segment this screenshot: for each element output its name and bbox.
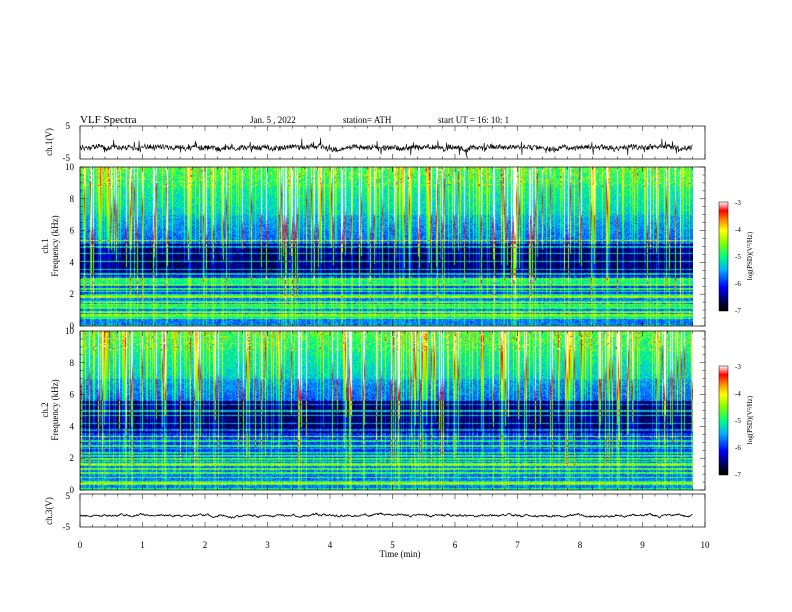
ch2-ftick-4: 4 bbox=[70, 421, 75, 431]
ch1-cbtick-m7: -7 bbox=[735, 307, 741, 315]
ch2-ftick-2: 2 bbox=[70, 453, 75, 463]
ch2-colorbar-ticks: -3 -4 -5 -6 -7 bbox=[735, 363, 741, 479]
ch1-waveform-line bbox=[80, 137, 693, 158]
xtick-8: 8 bbox=[578, 540, 583, 550]
ch1-spectrogram-ticks bbox=[79, 166, 706, 327]
ch1-waveform-ticks bbox=[79, 126, 706, 159]
ch1-waveform-ylabel: ch.1(V) bbox=[44, 128, 54, 156]
ch1-colorbar-label: log(PSD)(V²/Hz) bbox=[746, 231, 754, 280]
ch2-spectrogram-ticks bbox=[79, 330, 706, 491]
ch1-cbtick-m5: -5 bbox=[735, 253, 741, 261]
time-axis-tick-labels: 0 1 2 3 4 5 6 7 8 9 10 bbox=[78, 540, 710, 550]
ch2-ftick-8: 8 bbox=[70, 358, 75, 368]
ch3-waveform-panel: 5 -5 ch.3(V) 0 1 2 3 4 5 6 7 8 9 10 Time… bbox=[44, 491, 710, 559]
xtick-2: 2 bbox=[203, 540, 208, 550]
xtick-1: 1 bbox=[140, 540, 145, 550]
ch1-cbtick-m6: -6 bbox=[735, 280, 741, 288]
time-axis-label: Time (min) bbox=[380, 549, 421, 559]
ch2-cbtick-m5: -5 bbox=[735, 417, 741, 425]
ch1-ftick-2: 2 bbox=[70, 289, 75, 299]
ch2-cbtick-m7: -7 bbox=[735, 471, 741, 479]
ch3-ytick-bottom: -5 bbox=[63, 522, 71, 532]
ch1-ytick-bottom: -5 bbox=[63, 153, 71, 163]
ch1-ytick-top: 5 bbox=[66, 121, 71, 131]
xtick-3: 3 bbox=[265, 540, 270, 550]
xtick-7: 7 bbox=[515, 540, 520, 550]
ch2-cbtick-m3: -3 bbox=[735, 363, 741, 371]
ch1-cbtick-m4: -4 bbox=[735, 226, 741, 234]
station-label: station= ATH bbox=[343, 115, 392, 125]
ch3-waveform-ylabel: ch.3(V) bbox=[44, 497, 54, 525]
ch1-ftick-6: 6 bbox=[70, 226, 75, 236]
ch2-spectrogram-heatmap bbox=[80, 331, 693, 490]
ch3-ytick-top: 5 bbox=[66, 491, 71, 501]
xtick-9: 9 bbox=[640, 540, 645, 550]
xtick-6: 6 bbox=[453, 540, 458, 550]
ch2-frequency-tick-labels: 0 2 4 6 8 10 bbox=[65, 326, 75, 495]
ch1-ftick-0: 0 bbox=[70, 321, 75, 331]
xtick-5: 5 bbox=[390, 540, 395, 550]
ch2-spectrogram-ylabel-channel: ch.2 bbox=[40, 402, 50, 417]
ch2-colorbar-label: log(PSD)(V²/Hz) bbox=[746, 395, 754, 444]
ch3-waveform-ticks bbox=[79, 494, 706, 527]
ch2-ftick-0: 0 bbox=[70, 485, 75, 495]
ch2-ftick-10: 10 bbox=[65, 326, 75, 336]
ch2-cbtick-m6: -6 bbox=[735, 444, 741, 452]
ch2-cbtick-m4: -4 bbox=[735, 390, 741, 398]
ch1-spectrogram-ylabel-frequency: Frequency (kHz) bbox=[50, 215, 60, 276]
ch3-waveform-line bbox=[80, 512, 693, 519]
xtick-0: 0 bbox=[78, 540, 83, 550]
date-label: Jan. 5 , 2022 bbox=[250, 115, 296, 125]
ch1-waveform-panel: 5 -5 ch.1(V) bbox=[44, 121, 706, 163]
figure-title: VLF Spectra bbox=[80, 114, 137, 126]
ch1-colorbar bbox=[718, 201, 729, 312]
ch2-spectrogram-ylabel-frequency: Frequency (kHz) bbox=[50, 379, 60, 440]
ch1-ftick-4: 4 bbox=[70, 257, 75, 267]
xtick-4: 4 bbox=[328, 540, 333, 550]
ch1-ftick-8: 8 bbox=[70, 194, 75, 204]
ch1-cbtick-m3: -3 bbox=[735, 199, 741, 207]
ch2-ftick-6: 6 bbox=[70, 390, 75, 400]
ch2-spectrogram-panel: 0 2 4 6 8 10 ch.2 Frequency (kHz) -3 -4 … bbox=[40, 326, 754, 495]
xtick-10: 10 bbox=[701, 540, 711, 550]
ch1-ftick-10: 10 bbox=[65, 162, 75, 172]
ch1-spectrogram-ylabel-channel: ch.1 bbox=[40, 238, 50, 253]
ch1-spectrogram-heatmap bbox=[80, 167, 693, 326]
ch1-spectrogram-panel: 0 2 4 6 8 10 ch.1 Frequency (kHz) bbox=[40, 162, 754, 331]
start-time-label: start UT = 16: 10: 1 bbox=[438, 115, 509, 125]
ch1-frequency-tick-labels: 0 2 4 6 8 10 bbox=[65, 162, 75, 331]
ch1-colorbar-ticks: -3 -4 -5 -6 -7 bbox=[735, 199, 741, 315]
ch2-colorbar bbox=[718, 365, 729, 476]
